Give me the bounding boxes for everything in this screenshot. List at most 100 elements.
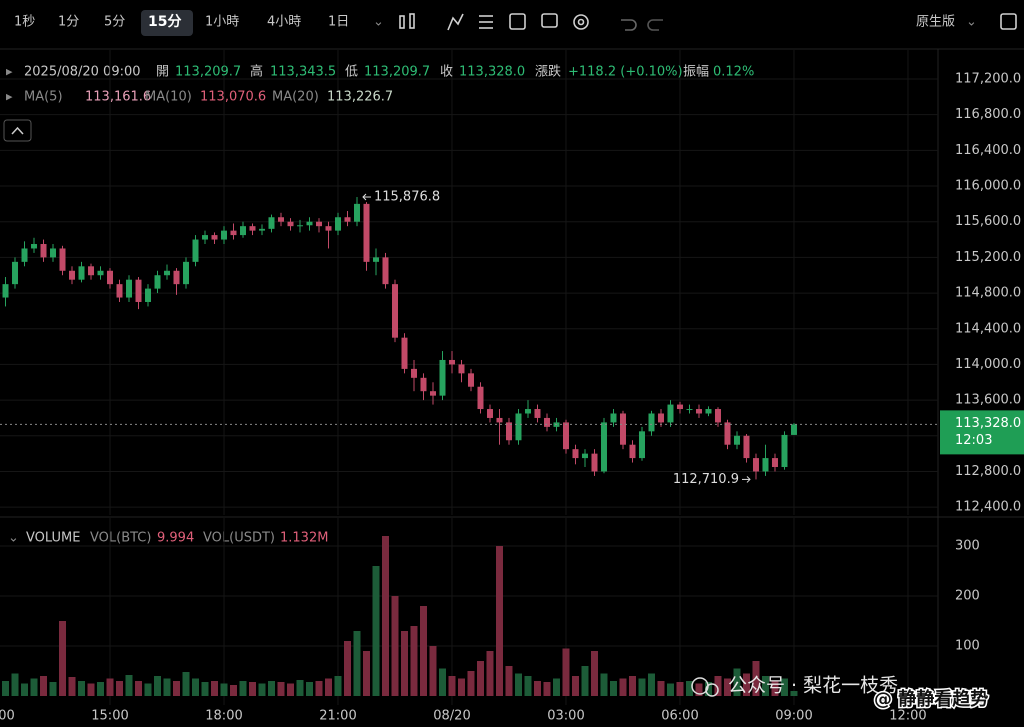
volume-bar	[742, 673, 750, 696]
volume-bar	[790, 691, 798, 696]
volume-bar	[429, 646, 437, 696]
volume-bar	[2, 681, 10, 696]
candle-body	[50, 248, 57, 258]
candle-body	[21, 248, 28, 262]
interval-option[interactable]: 5分	[104, 15, 125, 30]
y-tick-label: 114,000.0	[955, 357, 1021, 372]
collapse-arrow[interactable]: ▸	[6, 90, 13, 105]
volume-bar	[135, 681, 143, 696]
volume-bar	[419, 606, 427, 696]
volume-bar	[97, 682, 105, 696]
view-dropdown[interactable]: ⌄	[966, 15, 977, 30]
x-tick-label: 06:00	[661, 709, 698, 724]
candle-body	[695, 409, 702, 414]
interval-option[interactable]: 1秒	[14, 15, 35, 30]
volume-bar	[362, 651, 370, 696]
volume-title: VOLUME	[26, 531, 80, 546]
volume-bar	[343, 641, 351, 696]
candle-body	[192, 239, 199, 262]
vol-usdt-value: 1.132M	[280, 531, 328, 546]
candle-body	[610, 413, 617, 423]
field-label: 振幅	[683, 65, 709, 80]
toolbar: ⌄ ⌄ 原生版 1秒 1分 5分 15分 1小時 4小時 1日	[14, 10, 1017, 36]
candle-body	[126, 279, 133, 298]
volume-bar	[68, 677, 76, 696]
volume-bar	[400, 631, 408, 696]
annotation-label: 112,710.9	[673, 472, 739, 487]
collapse-arrow[interactable]: ▸	[6, 65, 13, 80]
volume-bar	[192, 678, 200, 696]
interval-option[interactable]: 4小時	[267, 15, 301, 30]
y-tick-label: 112,400.0	[955, 500, 1021, 515]
current-price-label: 113,328.0	[955, 416, 1021, 431]
volume-bar	[533, 681, 541, 696]
candle-body	[667, 404, 674, 423]
volume-bar	[106, 678, 114, 696]
volume-bar	[609, 681, 617, 696]
header-datetime: 2025/08/20 09:00	[24, 65, 141, 80]
x-tick-label: 18:00	[205, 709, 242, 724]
candle-body	[97, 270, 104, 276]
candle-body	[515, 413, 522, 441]
volume-bar	[619, 678, 627, 696]
interval-option[interactable]: 1日	[328, 15, 349, 30]
candle-body	[752, 458, 759, 472]
candle-body	[382, 257, 389, 285]
candle-body	[714, 409, 721, 423]
candle-body	[420, 377, 427, 392]
candle-body	[40, 244, 47, 258]
y-tick-label: 116,400.0	[955, 143, 1021, 158]
volume-bar	[78, 681, 86, 696]
volume-bar	[410, 626, 418, 696]
toolbar-icons[interactable]	[399, 13, 1017, 31]
volume-bar	[628, 676, 636, 696]
y-tick-label: 100	[955, 639, 980, 654]
volume-bar	[154, 676, 162, 696]
candle-body	[69, 270, 76, 280]
volume-bar	[467, 671, 475, 696]
ma-label: MA(10)	[145, 90, 192, 105]
field-label: 收	[440, 65, 453, 80]
volume-bar	[581, 666, 589, 696]
volume-bar	[543, 682, 551, 696]
candle-body	[543, 417, 550, 427]
candle-body	[743, 435, 750, 459]
candle-body	[401, 337, 408, 369]
candle-body	[325, 226, 332, 231]
dropdown[interactable]: ⌄	[373, 15, 384, 30]
interval-option[interactable]: 1小時	[205, 15, 239, 30]
candle-body	[315, 221, 322, 227]
interval-option[interactable]: 15分	[148, 14, 181, 30]
volume-bar	[125, 675, 133, 696]
candle-body	[619, 413, 626, 445]
volume-bar	[571, 676, 579, 696]
candle-body	[145, 288, 152, 302]
candle-body	[116, 284, 123, 298]
volume-bar	[685, 681, 693, 696]
candle-body	[600, 422, 607, 472]
view-mode[interactable]: 原生版	[916, 15, 955, 30]
candle-body	[344, 217, 351, 222]
volume-toggle[interactable]: ⌄	[8, 531, 19, 546]
interval-option[interactable]: 1分	[58, 15, 79, 30]
volume-bar	[315, 681, 323, 696]
collapse-button[interactable]	[3, 119, 32, 142]
volume-bar	[11, 673, 19, 696]
volume-bar	[638, 678, 646, 696]
volume-bar	[714, 676, 722, 696]
candle-body	[183, 261, 190, 285]
field-value: 113,328.0	[459, 65, 525, 80]
candle-body	[164, 270, 171, 276]
ma-value: 113,070.6	[200, 90, 266, 105]
volume-bar	[695, 683, 703, 696]
ma-value: 113,161.6	[85, 90, 151, 105]
watermark-account: 公众号 · 梨花一枝秀	[728, 675, 898, 697]
volume-bar	[476, 661, 484, 696]
volume-bar	[562, 648, 570, 696]
candle-body	[353, 203, 360, 222]
volume-bar	[372, 566, 380, 696]
y-tick-label: 116,000.0	[955, 179, 1021, 194]
volume-bar	[182, 672, 190, 696]
candle-body	[334, 217, 341, 231]
candle-body	[173, 270, 180, 285]
